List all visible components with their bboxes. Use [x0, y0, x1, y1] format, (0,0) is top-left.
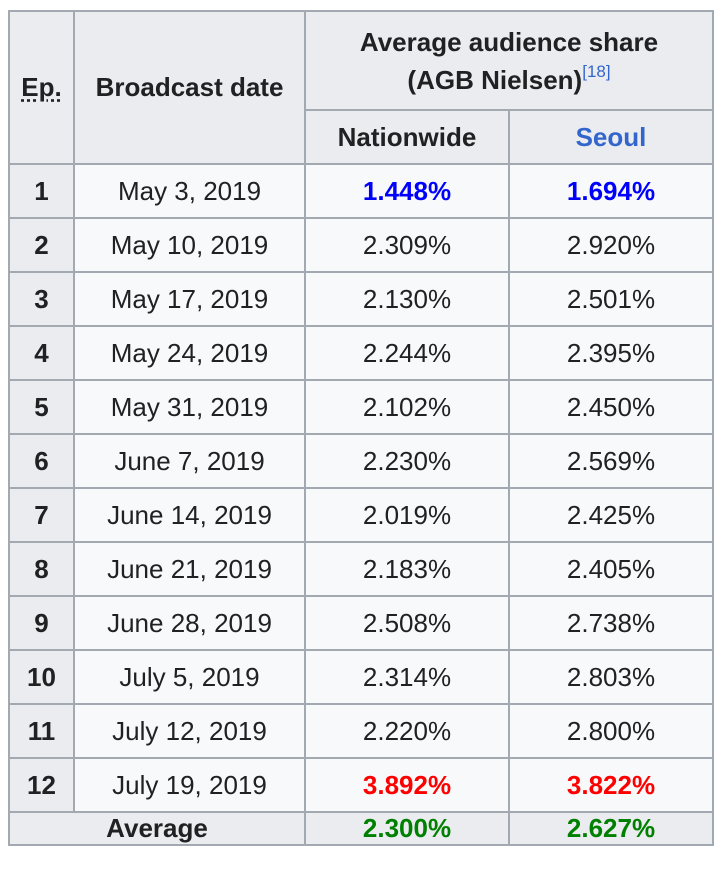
episode-number: 7: [8, 487, 75, 543]
reference-link[interactable]: [18]: [582, 61, 611, 81]
table-row: 7 June 14, 2019 2.019% 2.425%: [8, 487, 714, 543]
table-row: 2 May 10, 2019 2.309% 2.920%: [8, 217, 714, 273]
seoul-share: 2.920%: [508, 217, 714, 273]
ratings-table: Ep. Broadcast date Average audience shar…: [8, 10, 714, 846]
average-row: Average 2.300% 2.627%: [8, 811, 714, 846]
table-row: 4 May 24, 2019 2.244% 2.395%: [8, 325, 714, 381]
seoul-share: 2.738%: [508, 595, 714, 651]
broadcast-date: May 31, 2019: [73, 379, 306, 435]
nationwide-share: 2.220%: [304, 703, 510, 759]
nationwide-share: 2.508%: [304, 595, 510, 651]
table-row: 3 May 17, 2019 2.130% 2.501%: [8, 271, 714, 327]
header-row-2: Nationwide Seoul: [9, 109, 714, 165]
episode-number: 10: [8, 649, 75, 705]
broadcast-date: June 28, 2019: [73, 595, 306, 651]
nationwide-share: 2.314%: [304, 649, 510, 705]
nationwide-share: 2.244%: [304, 325, 510, 381]
seoul-share: 2.395%: [508, 325, 714, 381]
episode-number: 1: [8, 163, 75, 219]
nationwide-share: 2.130%: [304, 271, 510, 327]
episode-number: 9: [8, 595, 75, 651]
average-seoul: 2.627%: [508, 811, 714, 846]
audience-share-source: (AGB Nielsen): [407, 64, 583, 95]
broadcast-date: July 12, 2019: [73, 703, 306, 759]
seoul-share: 2.450%: [508, 379, 714, 435]
seoul-share: 2.569%: [508, 433, 714, 489]
seoul-share: 2.405%: [508, 541, 714, 597]
seoul-share: 1.694%: [508, 163, 714, 219]
table-row: 9 June 28, 2019 2.508% 2.738%: [8, 595, 714, 651]
episode-number: 11: [8, 703, 75, 759]
episode-number: 4: [8, 325, 75, 381]
broadcast-date: May 17, 2019: [73, 271, 306, 327]
table-row: 8 June 21, 2019 2.183% 2.405%: [8, 541, 714, 597]
broadcast-date: June 21, 2019: [73, 541, 306, 597]
table-row: 10 July 5, 2019 2.314% 2.803%: [8, 649, 714, 705]
average-nationwide: 2.300%: [304, 811, 510, 846]
seoul-link[interactable]: Seoul: [575, 121, 647, 152]
ep-abbreviation[interactable]: Ep.: [21, 72, 62, 102]
nationwide-share: 2.309%: [304, 217, 510, 273]
broadcast-date: May 10, 2019: [73, 217, 306, 273]
broadcast-date: June 14, 2019: [73, 487, 306, 543]
nationwide-share: 2.102%: [304, 379, 510, 435]
table-row: 11 July 12, 2019 2.220% 2.800%: [8, 703, 714, 759]
nationwide-share: 2.230%: [304, 433, 510, 489]
broadcast-date-header: Broadcast date: [73, 10, 306, 165]
seoul-share: 2.800%: [508, 703, 714, 759]
nationwide-share: 1.448%: [304, 163, 510, 219]
episode-number: 2: [8, 217, 75, 273]
broadcast-date: May 3, 2019: [73, 163, 306, 219]
ep-header[interactable]: Ep.: [8, 10, 75, 165]
episode-number: 8: [8, 541, 75, 597]
broadcast-date: July 5, 2019: [73, 649, 306, 705]
table-row: 1 May 3, 2019 1.448% 1.694%: [8, 163, 714, 219]
table-row: 5 May 31, 2019 2.102% 2.450%: [8, 379, 714, 435]
header-row-1: Ep. Broadcast date Average audience shar…: [8, 10, 714, 165]
seoul-header[interactable]: Seoul: [508, 109, 714, 165]
ratings-table-container: Ep. Broadcast date Average audience shar…: [8, 10, 714, 846]
episode-number: 12: [8, 757, 75, 813]
table-row: 6 June 7, 2019 2.230% 2.569%: [8, 433, 714, 489]
seoul-share: 2.501%: [508, 271, 714, 327]
nationwide-share: 2.019%: [304, 487, 510, 543]
episode-number: 5: [8, 379, 75, 435]
episode-number: 3: [8, 271, 75, 327]
average-label: Average: [8, 811, 306, 846]
nationwide-share: 2.183%: [304, 541, 510, 597]
audience-share-header: Average audience share (AGB Nielsen)[18]: [304, 10, 714, 111]
nationwide-header: Nationwide: [304, 109, 510, 165]
broadcast-date: July 19, 2019: [73, 757, 306, 813]
audience-share-title: Average audience share: [359, 26, 659, 57]
broadcast-date: May 24, 2019: [73, 325, 306, 381]
seoul-share: 2.803%: [508, 649, 714, 705]
episode-number: 6: [8, 433, 75, 489]
table-row: 12 July 19, 2019 3.892% 3.822%: [8, 757, 714, 813]
seoul-share: 2.425%: [508, 487, 714, 543]
ratings-table-body: 1 May 3, 2019 1.448% 1.694% 2 May 10, 2019 2.3…: [8, 163, 714, 813]
seoul-share: 3.822%: [508, 757, 714, 813]
broadcast-date: June 7, 2019: [73, 433, 306, 489]
nationwide-share: 3.892%: [304, 757, 510, 813]
